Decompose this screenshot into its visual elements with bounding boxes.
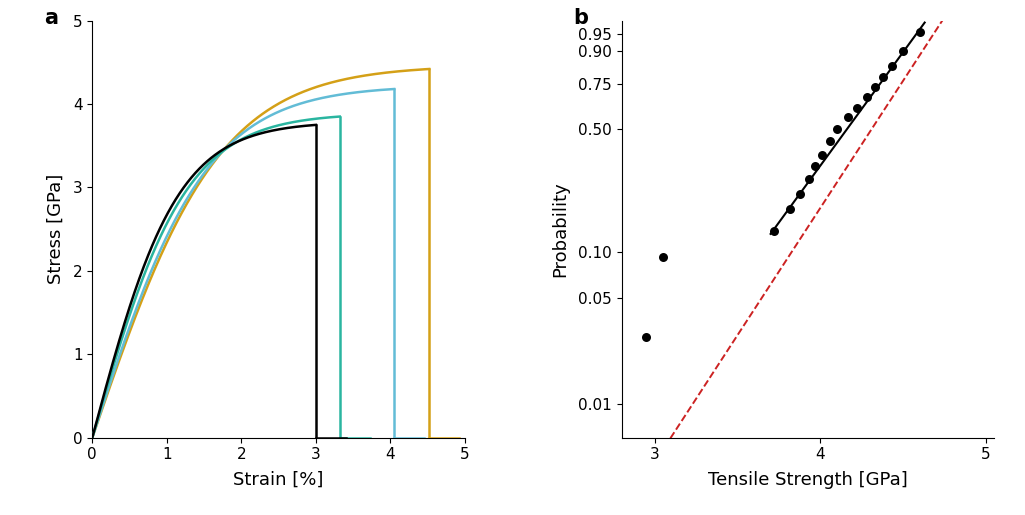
Point [828, 125, 845, 133]
Point [895, 47, 911, 55]
Text: a: a [44, 8, 57, 28]
Point [801, 175, 817, 183]
Point [814, 150, 830, 159]
Point [782, 204, 798, 213]
Point [911, 28, 928, 36]
X-axis label: Tensile Strength [GPa]: Tensile Strength [GPa] [708, 471, 908, 489]
Point [807, 162, 823, 170]
Point [766, 227, 782, 235]
Text: b: b [573, 8, 588, 28]
Point [875, 73, 892, 81]
Y-axis label: Probability: Probability [551, 181, 570, 277]
Point [859, 93, 875, 101]
Point [840, 113, 857, 122]
Point [822, 137, 838, 145]
Point [792, 190, 809, 198]
Point [849, 104, 865, 112]
Point [884, 62, 900, 70]
Point [867, 83, 884, 91]
Y-axis label: Stress [GPa]: Stress [GPa] [46, 174, 65, 284]
Point [655, 253, 671, 262]
X-axis label: Strain [%]: Strain [%] [234, 471, 324, 489]
Point [639, 333, 655, 341]
